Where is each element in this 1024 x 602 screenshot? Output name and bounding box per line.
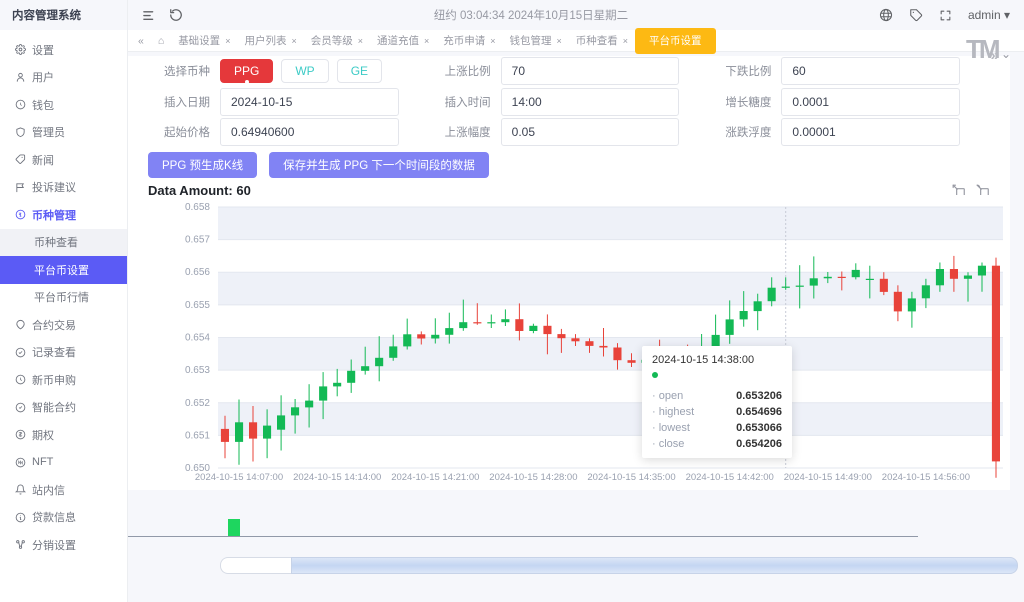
svg-text:2024-10-15 14:56:00: 2024-10-15 14:56:00 <box>882 472 970 483</box>
svg-text:2024-10-15 14:14:00: 2024-10-15 14:14:00 <box>293 472 381 483</box>
svg-text:0.655: 0.655 <box>185 300 210 311</box>
svg-text:0.652: 0.652 <box>185 398 210 409</box>
svg-text:2024-10-15 14:28:00: 2024-10-15 14:28:00 <box>489 472 577 483</box>
svg-text:2024-10-15 14:35:00: 2024-10-15 14:35:00 <box>587 472 675 483</box>
svg-text:0.658: 0.658 <box>185 202 210 213</box>
svg-text:0.657: 0.657 <box>185 235 210 246</box>
svg-text:2024-10-15 14:42:00: 2024-10-15 14:42:00 <box>686 472 774 483</box>
svg-text:2024-10-15 14:49:00: 2024-10-15 14:49:00 <box>784 472 872 483</box>
svg-text:0.654: 0.654 <box>185 333 210 344</box>
svg-text:2024-10-15 14:07:00: 2024-10-15 14:07:00 <box>195 472 283 483</box>
svg-text:0.653: 0.653 <box>185 365 210 376</box>
svg-text:0.656: 0.656 <box>185 267 210 278</box>
svg-text:0.651: 0.651 <box>185 430 210 441</box>
svg-text:2024-10-15 14:21:00: 2024-10-15 14:21:00 <box>391 472 479 483</box>
